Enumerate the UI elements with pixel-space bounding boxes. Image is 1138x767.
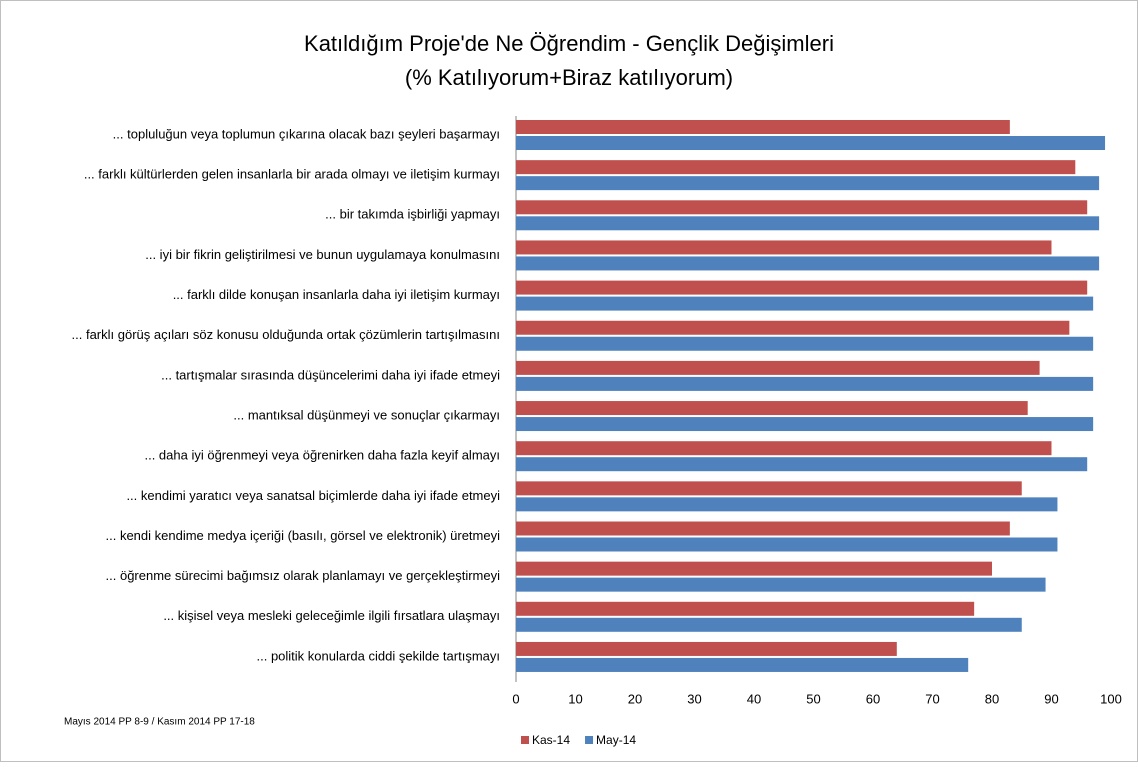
legend-swatch <box>585 736 594 744</box>
category-label: ... bir takımda işbirliği yapmayı <box>325 207 500 222</box>
category-label: ... kişisel veya mesleki geleceğimle ilg… <box>163 608 500 623</box>
x-tick-label: 0 <box>512 691 519 706</box>
x-tick-label: 100 <box>1100 691 1122 706</box>
bar <box>516 577 1046 592</box>
bar <box>516 376 1094 391</box>
x-tick-label: 20 <box>628 691 642 706</box>
bar <box>516 457 1088 472</box>
category-label: ... daha iyi öğrenmeyi veya öğrenirken d… <box>144 448 500 463</box>
bar <box>516 360 1040 375</box>
bar <box>516 136 1106 150</box>
bar <box>516 320 1070 335</box>
legend-label: Kas-14 <box>532 733 570 747</box>
bar <box>516 481 1022 496</box>
bar <box>516 497 1058 512</box>
note: Mayıs 2014 PP 8-9 / Kasım 2014 PP 17-18 <box>64 717 255 728</box>
bar <box>516 176 1100 191</box>
category-label: ... topluluğun veya toplumun çıkarına ol… <box>113 126 500 141</box>
x-tick-label: 10 <box>568 691 582 706</box>
bar <box>516 641 897 656</box>
category-label: ... politik konularda ciddi şekilde tart… <box>257 648 501 663</box>
bar <box>516 216 1100 231</box>
bar <box>516 601 975 616</box>
legend-label: May-14 <box>596 733 636 747</box>
category-label: ... kendimi yaratıcı veya sanatsal biçim… <box>126 488 500 503</box>
bar <box>516 441 1052 456</box>
chart-subtitle: (% Katılıyorum+Biraz katılıyorum) <box>405 65 733 90</box>
bar <box>516 537 1058 552</box>
bar <box>516 417 1094 432</box>
bar <box>516 617 1022 632</box>
category-label: ... öğrenme sürecimi bağımsız olarak pla… <box>106 568 501 583</box>
x-tick-label: 30 <box>687 691 701 706</box>
bar <box>516 280 1088 295</box>
x-tick-label: 50 <box>806 691 820 706</box>
category-label: ... tartışmalar sırasında düşüncelerimi … <box>161 367 500 382</box>
legend-swatch <box>521 736 529 744</box>
x-tick-label: 80 <box>985 691 999 706</box>
category-label: ... farklı kültürlerden gelen insanlarla… <box>84 167 500 182</box>
chart-title: Katıldığım Proje'de Ne Öğrendim - Gençli… <box>304 31 834 56</box>
bar <box>516 240 1052 255</box>
x-tick-label: 70 <box>925 691 939 706</box>
bar <box>516 657 969 672</box>
bar <box>516 120 1010 134</box>
category-label: ... iyi bir fikrin geliştirilmesi ve bun… <box>145 247 500 262</box>
category-label: ... mantıksal düşünmeyi ve sonuçlar çıka… <box>233 407 500 422</box>
bar <box>516 401 1028 416</box>
bar <box>516 256 1100 271</box>
bar <box>516 521 1010 536</box>
category-label: ... farklı görüş açıları söz konusu oldu… <box>72 327 500 342</box>
bar <box>516 336 1094 351</box>
x-tick-label: 90 <box>1044 691 1058 706</box>
x-tick-label: 60 <box>866 691 880 706</box>
bar <box>516 296 1094 311</box>
bar <box>516 160 1076 175</box>
bar <box>516 200 1088 215</box>
category-label: ... farklı dilde konuşan insanlarla daha… <box>173 287 500 302</box>
x-tick-label: 40 <box>747 691 761 706</box>
category-label: ... kendi kendime medya içeriği (basılı,… <box>106 528 501 543</box>
bar <box>516 561 992 576</box>
